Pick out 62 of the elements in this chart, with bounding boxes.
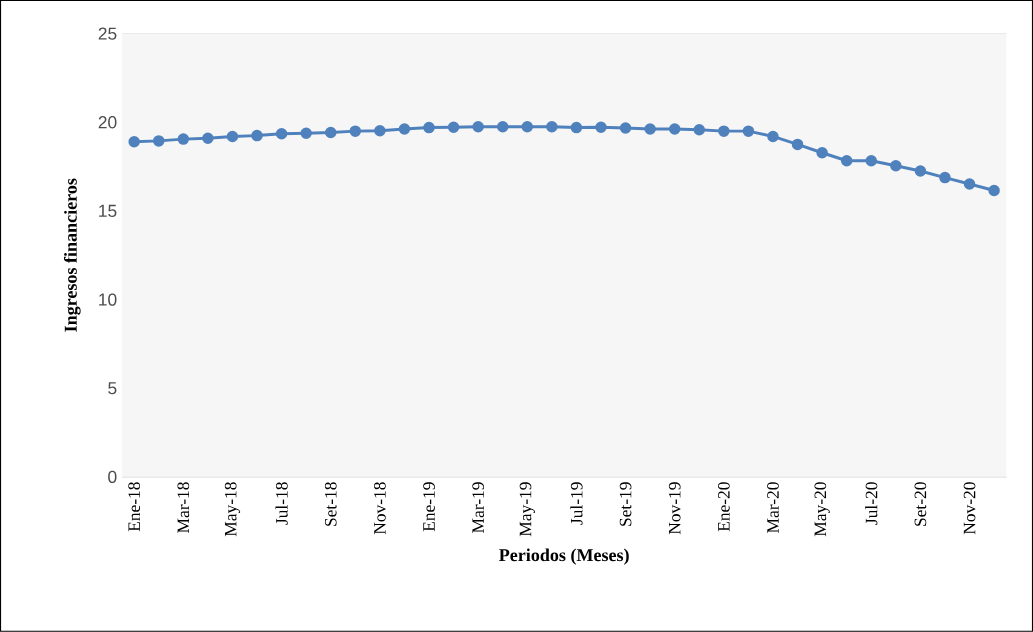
y-tick-label: 20 [98,116,117,129]
point [374,125,386,137]
point [202,132,214,145]
x-tick-label: Ene-20 [717,482,730,532]
point [521,121,534,133]
point [840,155,853,167]
x-tick-label: Set-18 [324,482,337,526]
x-tick-label: May-19 [519,482,535,537]
point [447,121,460,134]
x-tick-label: Mar-19 [472,482,484,533]
point [226,130,239,143]
point [251,129,263,142]
point [693,124,706,136]
point [865,155,878,167]
x-tick-label: May-20 [814,482,830,537]
y-tick-label: 25 [98,27,117,40]
y-tick-label: 10 [99,293,117,306]
x-tick-label: Jul-19 [570,482,583,525]
point [324,126,337,139]
point [275,128,288,140]
y-tick-label: 15 [99,204,117,218]
y-tick-label: 5 [108,382,117,395]
x-tick-label: Set-19 [619,482,632,526]
y-axis-title: Ingresos financieros [63,178,81,332]
point [742,125,755,137]
point [718,125,730,137]
x-tick-label: Jul-18 [275,482,288,525]
point [496,121,509,133]
point [128,136,140,148]
x-tick-label: Jul-20 [865,482,878,525]
point [963,178,976,190]
point [398,123,411,135]
point [816,147,828,159]
x-tick-label: Ene-19 [423,482,435,532]
point [349,125,362,137]
point [472,121,484,133]
x-tick-label: Ene-18 [128,482,141,532]
x-tick-label: May-18 [224,482,241,537]
point [890,160,902,172]
x-tick-label: Mar-20 [767,482,779,533]
x-tick-label: Mar-18 [177,482,190,533]
point [914,165,927,177]
x-tick-label: Nov-19 [668,482,681,535]
point [177,133,190,145]
point [988,184,1000,197]
point [595,121,607,134]
x-axis-title: Periodos (Meses) [499,548,629,565]
point [153,135,165,147]
x-tick-label: Nov-18 [374,482,386,535]
point [570,121,583,134]
point [767,130,779,143]
y-tick-label: 0 [108,470,117,484]
point [939,171,951,184]
point [546,121,558,133]
point [668,123,681,135]
point [300,127,312,140]
x-tick-label: Set-20 [914,482,927,526]
x-tick-label: Nov-20 [963,482,976,535]
point [791,138,804,151]
point [619,122,632,134]
point [644,123,656,135]
point [423,121,435,134]
